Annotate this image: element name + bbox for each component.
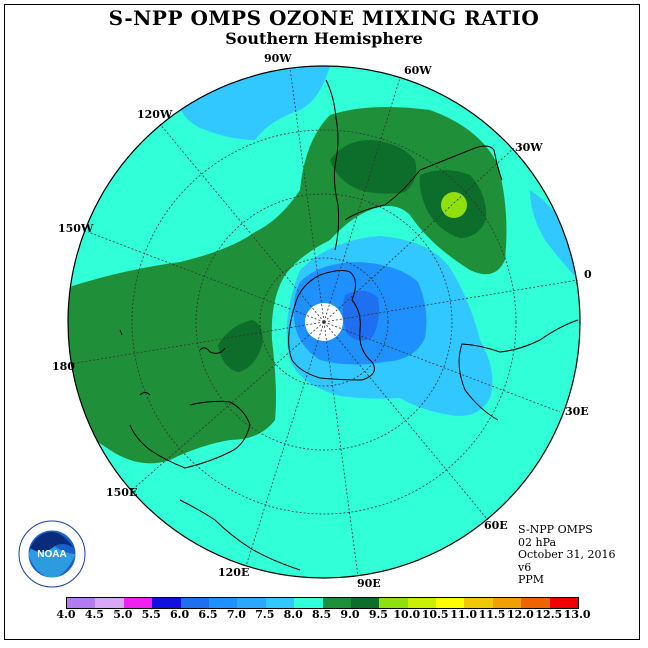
colorbar-swatch — [123, 598, 153, 608]
colorbar-tick-label: 11.5 — [478, 608, 506, 621]
meridian-90w — [289, 67, 325, 323]
info-date: October 31, 2016 — [518, 548, 616, 561]
coastlines — [119, 79, 579, 571]
colorbar-swatch — [407, 598, 437, 608]
meridian-30w — [323, 147, 515, 323]
colorbar-tick-label: 8.5 — [312, 608, 332, 621]
lon-label-60e: 60E — [484, 519, 508, 532]
meridian-0 — [323, 279, 579, 323]
lon-label-120e: 120E — [218, 566, 250, 579]
lon-label-150w: 150W — [58, 222, 94, 235]
field-8.5-9.0-a — [330, 140, 417, 194]
colorbar-tick-label: 5.0 — [113, 608, 133, 621]
colorbar-tick-label: 13.0 — [563, 608, 591, 621]
info-block: S-NPP OMPS 02 hPa October 31, 2016 v6 PP… — [518, 523, 616, 587]
colorbar-swatch — [294, 598, 323, 608]
colorbar-swatch — [379, 598, 408, 608]
info-units: PPM — [518, 573, 545, 586]
page-subtitle: Southern Hemisphere — [225, 29, 423, 48]
lon-label-180: 180 — [52, 360, 75, 373]
lon-label-0: 0 — [584, 268, 592, 281]
lon-label-60w: 60W — [404, 64, 432, 77]
colorbar — [66, 597, 580, 609]
noaa-logo: NOAA — [18, 520, 86, 588]
colorbar-tick-label: 11.0 — [450, 608, 477, 621]
lon-label-90w: 90W — [264, 52, 292, 65]
meridian-120e — [245, 321, 325, 567]
south-america-east-coast — [344, 145, 503, 221]
colorbar-tick-label: 7.0 — [226, 608, 246, 621]
meridian-120w — [159, 123, 325, 323]
field-9.0-9.5-max — [441, 192, 467, 218]
colorbar-tick-label: 4.0 — [56, 608, 76, 621]
map-frame — [4, 4, 640, 640]
info-instrument: S-NPP OMPS — [518, 523, 593, 536]
map-boundary — [67, 65, 581, 579]
colorbar-swatch — [464, 598, 493, 608]
colorbar-swatch — [208, 598, 238, 608]
africa-coast — [458, 319, 579, 421]
colorbar-swatch — [152, 598, 181, 608]
colorbar-swatch — [95, 598, 124, 608]
south-america-west-coast — [325, 79, 340, 251]
colorbar-swatch — [322, 598, 351, 608]
colorbar-tick-label: 6.5 — [198, 608, 218, 621]
colorbar-tick-label: 12.5 — [535, 608, 563, 621]
antarctica-coast — [288, 270, 375, 381]
field-7.0-7.5-east — [530, 190, 578, 280]
colorbar-ticks: 4.0 4.5 5.0 5.5 6.0 6.5 7.0 7.5 8.0 8.5 9.0 9.5 10.0… — [50, 608, 610, 622]
lon-label-30w: 30W — [515, 141, 543, 154]
lon-label-120w: 120W — [137, 108, 173, 121]
colorbar-tick-label: 12.0 — [506, 608, 534, 621]
field-7.0-7.5-north — [180, 66, 330, 140]
colorbar-swatch — [521, 598, 550, 608]
lon-label-150e: 150E — [106, 486, 138, 499]
meridian-60e — [323, 321, 489, 521]
meridian-150e — [131, 321, 325, 491]
colorbar-tick-label: 10.0 — [393, 608, 421, 621]
colorbar-swatch — [350, 598, 380, 608]
colorbar-tick-label: 4.5 — [84, 608, 104, 621]
colorbar-swatch — [180, 598, 209, 608]
new-zealand-coast — [199, 347, 226, 354]
colorbar-tick-label: 9.5 — [368, 608, 388, 621]
info-version: v6 — [518, 560, 532, 574]
island-a — [119, 329, 123, 336]
colorbar-tick-label: 7.5 — [255, 608, 275, 621]
colorbar-swatch — [549, 598, 579, 608]
colorbar-tick-label: 8.0 — [283, 608, 303, 621]
colorbar-tick-label: 6.0 — [170, 608, 190, 621]
meridian-180 — [69, 321, 325, 365]
asia-coast — [179, 499, 301, 571]
noaa-logo-text: NOAA — [37, 549, 66, 560]
graticule — [69, 67, 579, 577]
colorbar-swatch — [67, 598, 96, 608]
meridian-60w — [323, 77, 401, 323]
colorbar-swatch — [492, 598, 522, 608]
colorbar-swatch — [237, 598, 266, 608]
colorbar-tick-label: 10.5 — [421, 608, 449, 621]
latitude-circle-3 — [131, 129, 517, 515]
latitude-circle-2 — [195, 193, 453, 451]
colorbar-swatch — [436, 598, 465, 608]
info-level: 02 hPa — [518, 535, 557, 549]
field-8.0-8.5 — [68, 106, 507, 464]
colorbar-swatch — [265, 598, 295, 608]
latitude-circle-1 — [259, 257, 389, 387]
page-title: S-NPP OMPS OZONE MIXING RATIO — [108, 6, 540, 30]
field-8.5-9.0-c — [218, 320, 263, 372]
colorbar-tick-label: 9.0 — [340, 608, 360, 621]
lon-label-90e: 90E — [357, 577, 381, 590]
meridian-90e — [323, 321, 359, 577]
lon-label-30e: 30E — [565, 405, 589, 418]
australia-coast — [129, 400, 251, 469]
island-b — [139, 392, 151, 396]
colorbar-tick-label: 5.5 — [141, 608, 161, 621]
